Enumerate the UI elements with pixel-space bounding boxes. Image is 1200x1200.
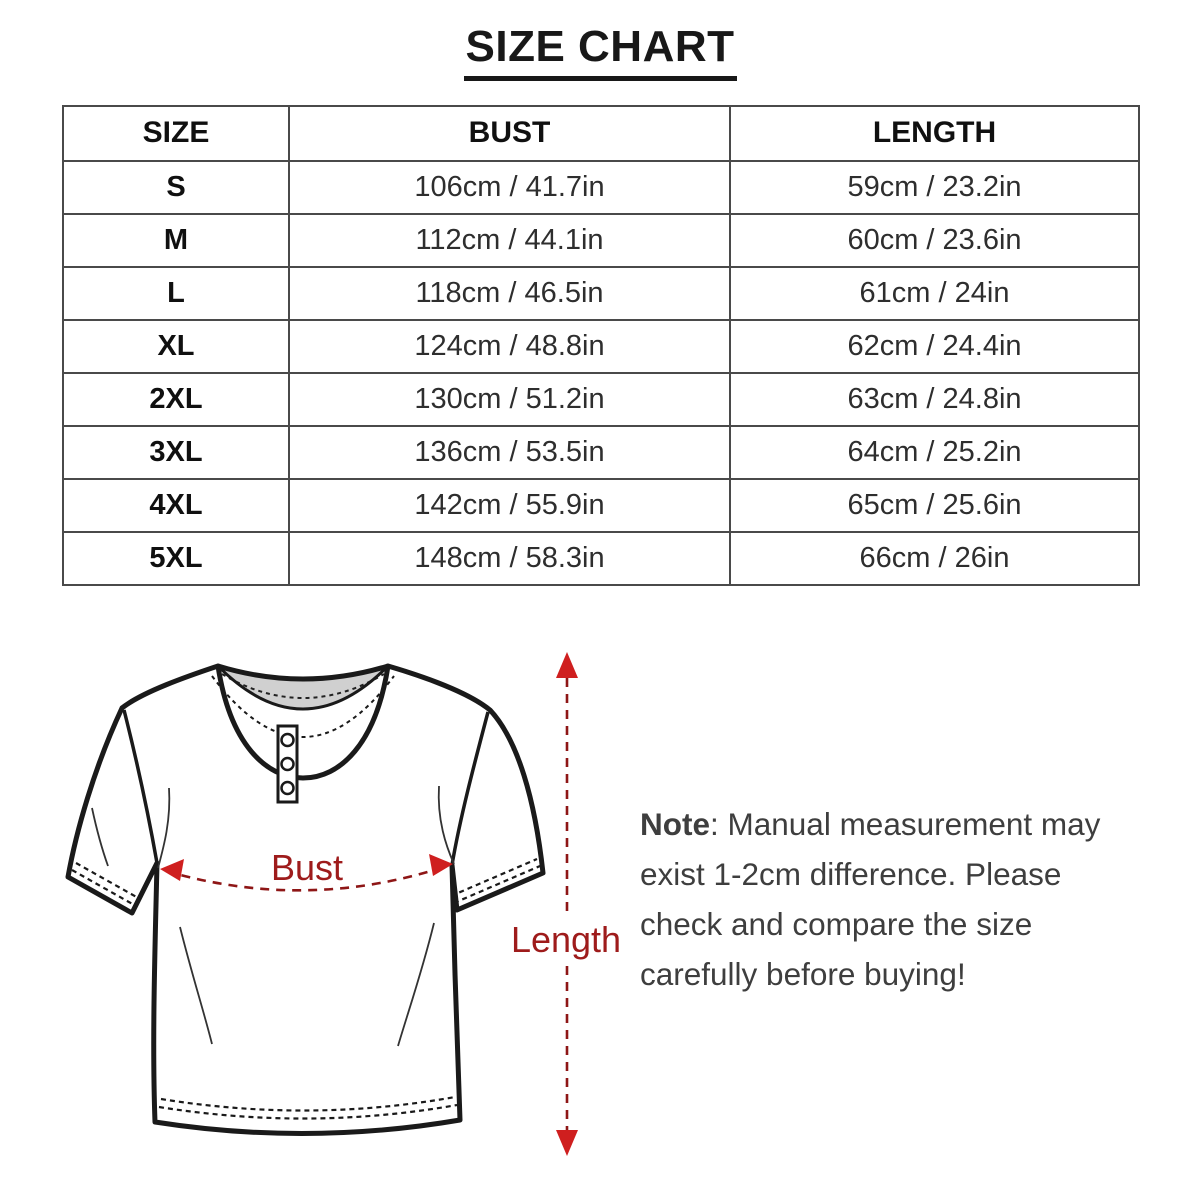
collar-back-arc (217, 663, 389, 682)
note-bold-prefix: Note (640, 806, 710, 842)
note-text: Note: Manual measurement may exist 1-2cm… (640, 799, 1200, 999)
note-line: exist 1-2cm difference. Please (640, 856, 1062, 892)
cell-length: 64cm / 25.2in (729, 424, 1140, 480)
table-row: 5XL 148cm / 58.3in 66cm / 26in (62, 530, 1140, 587)
tshirt-outline (65, 663, 546, 1136)
cell-bust: 106cm / 41.7in (288, 159, 731, 215)
cell-length: 66cm / 26in (729, 530, 1140, 587)
button-icon (280, 780, 295, 796)
cuff-stitch-right (450, 857, 541, 905)
cell-bust: 142cm / 55.9in (288, 477, 731, 533)
table-row: XL 124cm / 48.8in 62cm / 24.4in (62, 318, 1140, 374)
wrinkle-line (179, 926, 213, 1045)
length-label: Length (511, 919, 621, 960)
armhole-seam-right (450, 711, 490, 866)
table-row: 3XL 136cm / 53.5in 64cm / 25.2in (62, 424, 1140, 480)
wrinkle-line (437, 785, 455, 865)
wrinkle-line (157, 787, 171, 869)
cell-size: L (62, 265, 290, 321)
cell-size: XL (62, 318, 290, 374)
table-row: 4XL 142cm / 55.9in 65cm / 25.6in (62, 477, 1140, 533)
cell-size: 2XL (62, 371, 290, 427)
length-arrowhead-top-icon (556, 652, 578, 678)
cell-length: 65cm / 25.6in (729, 477, 1140, 533)
cell-size: 3XL (62, 424, 290, 480)
cell-bust: 136cm / 53.5in (288, 424, 731, 480)
size-table: SIZE BUST LENGTH S 106cm / 41.7in 59cm /… (62, 105, 1140, 587)
tshirt-diagram: Bust Length (65, 652, 621, 1156)
cell-bust: 130cm / 51.2in (288, 371, 731, 427)
cell-length: 60cm / 23.6in (729, 212, 1140, 268)
hem-stitch (158, 1095, 458, 1120)
table-row: S 106cm / 41.7in 59cm / 23.2in (62, 159, 1140, 215)
table-row: M 112cm / 44.1in 60cm / 23.6in (62, 212, 1140, 268)
cell-size: S (62, 159, 290, 215)
note-line: check and compare the size (640, 906, 1033, 942)
length-label-mask (515, 914, 619, 960)
page-title: SIZE CHART (463, 22, 737, 81)
wrinkle-line (91, 807, 109, 867)
collar-inner-arc (216, 664, 390, 711)
neck-seam-stitch (211, 675, 395, 738)
cell-size: M (62, 212, 290, 268)
bust-arrowhead-left-icon (160, 859, 184, 881)
cell-length: 59cm / 23.2in (729, 159, 1140, 215)
cell-length: 61cm / 24in (729, 265, 1140, 321)
length-arrowhead-bottom-icon (556, 1130, 578, 1156)
cell-length: 62cm / 24.4in (729, 318, 1140, 374)
wrinkle-line (397, 922, 435, 1047)
bust-arrow-line (165, 864, 448, 892)
note-line: Note: Manual measurement may (640, 799, 1200, 849)
armhole-seam-left (122, 709, 159, 864)
cuff-stitch-left (71, 862, 141, 907)
button-icon (280, 732, 295, 748)
header-length: LENGTH (729, 105, 1140, 162)
table-header-row: SIZE BUST LENGTH (62, 105, 1140, 162)
page-title-wrap: SIZE CHART (0, 22, 1200, 81)
cell-size: 4XL (62, 477, 290, 533)
cell-bust: 112cm / 44.1in (288, 212, 731, 268)
bust-arrowhead-right-icon (429, 854, 453, 876)
cell-bust: 124cm / 48.8in (288, 318, 731, 374)
table-row: L 118cm / 46.5in 61cm / 24in (62, 265, 1140, 321)
note-line1-rest: : Manual measurement may (710, 806, 1101, 842)
note-line: carefully before buying! (640, 956, 966, 992)
table-row: 2XL 130cm / 51.2in 63cm / 24.8in (62, 371, 1140, 427)
bust-label: Bust (271, 847, 343, 888)
button-icon (280, 756, 295, 772)
cell-bust: 148cm / 58.3in (288, 530, 731, 587)
header-size: SIZE (62, 105, 290, 162)
cell-length: 63cm / 24.8in (729, 371, 1140, 427)
cell-bust: 118cm / 46.5in (288, 265, 731, 321)
header-bust: BUST (288, 105, 731, 162)
cell-size: 5XL (62, 530, 290, 587)
